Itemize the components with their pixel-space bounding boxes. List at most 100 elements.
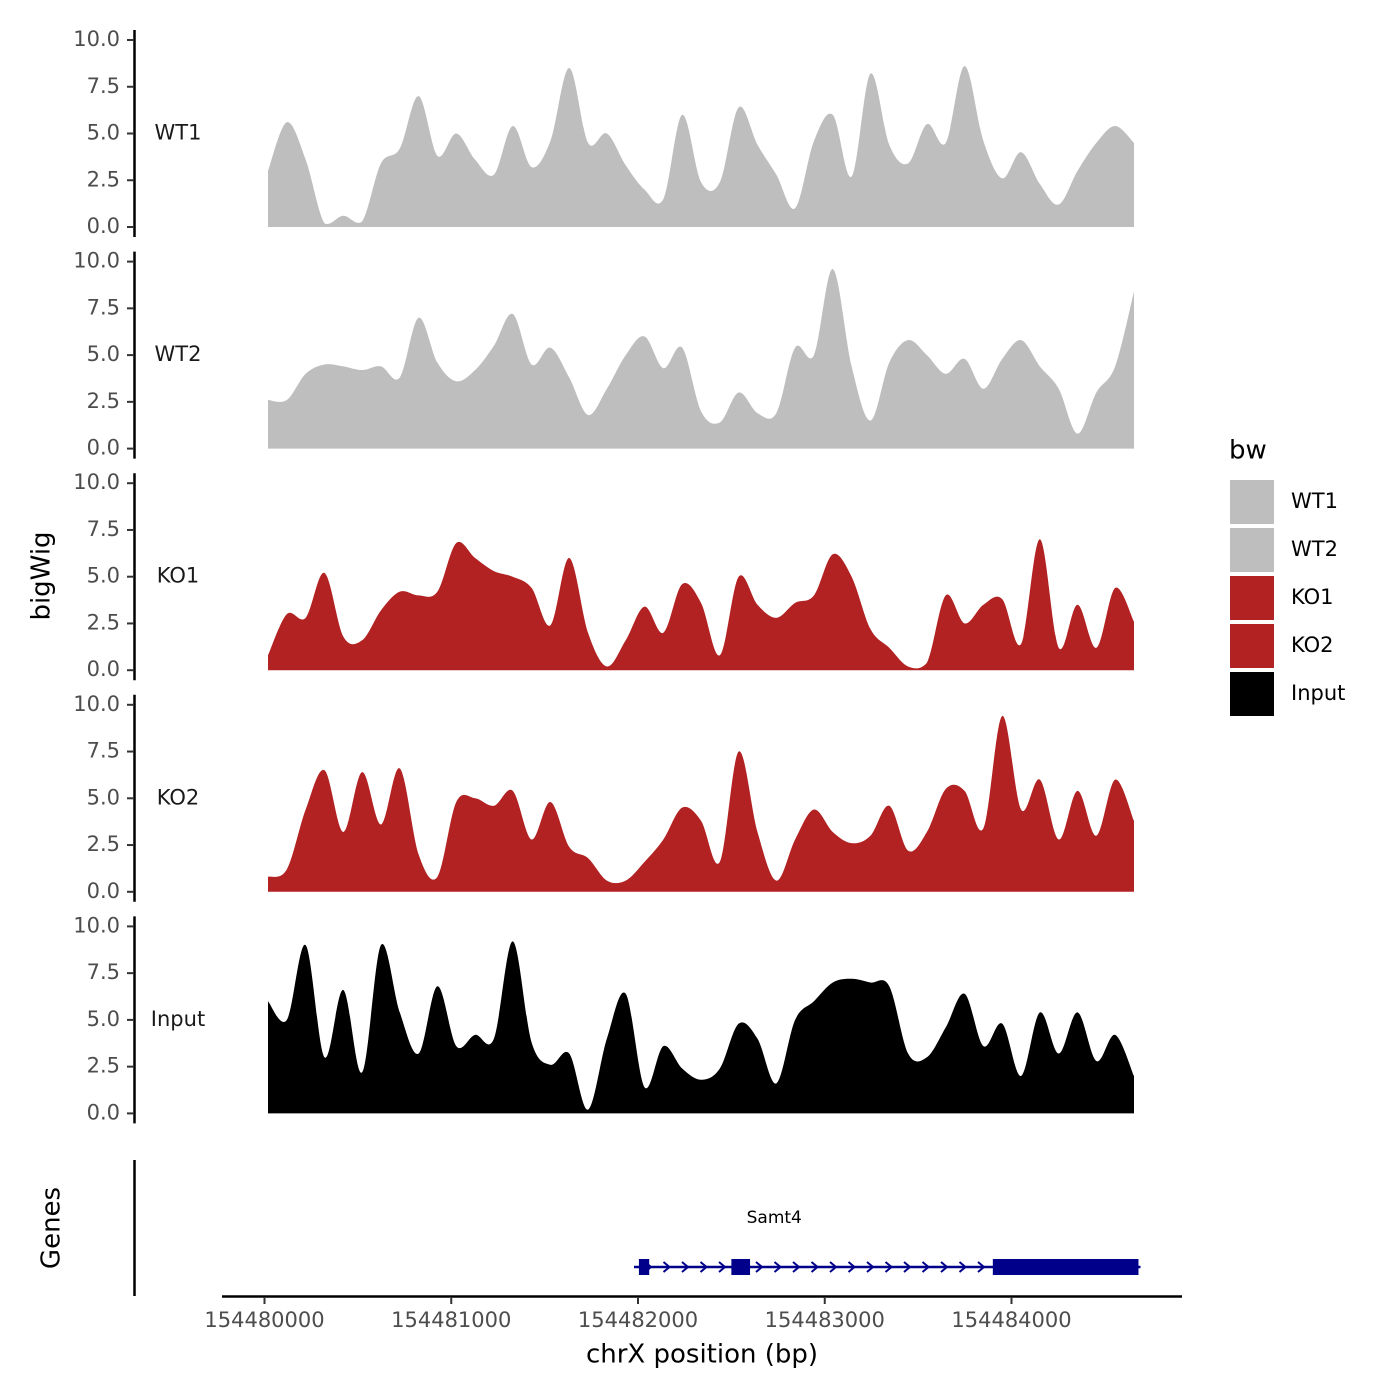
data-point: [305, 945, 306, 946]
legend-swatch-input: [1230, 672, 1274, 716]
data-point: [1002, 716, 1003, 717]
data-point: [362, 640, 363, 641]
data-point: [475, 1034, 476, 1035]
tracks-layer: 0.02.55.07.510.0WT10.02.55.07.510.0WT20.…: [73, 27, 1134, 1124]
data-point: [531, 1042, 532, 1043]
data-point: [268, 655, 269, 656]
data-point: [701, 182, 702, 183]
data-point: [1134, 1076, 1135, 1077]
y-tick-label: 2.5: [87, 167, 120, 191]
data-point: [644, 189, 645, 190]
coverage-area-ko1: [268, 539, 1134, 671]
data-point: [870, 73, 871, 74]
x-tick-label: 154482000: [578, 1308, 698, 1332]
data-point: [851, 843, 852, 844]
data-point: [1096, 835, 1097, 836]
data-point: [456, 1046, 457, 1047]
data-point: [531, 364, 532, 365]
data-point: [719, 861, 720, 862]
data-point: [1039, 539, 1040, 540]
y-tick-label: 0.0: [87, 657, 120, 681]
data-point: [813, 809, 814, 810]
data-point: [1096, 647, 1097, 648]
data-point: [1002, 1023, 1003, 1024]
data-point: [945, 595, 946, 596]
data-point: [1021, 644, 1022, 645]
data-point: [399, 768, 400, 769]
data-point: [964, 358, 965, 359]
data-point: [456, 802, 457, 803]
y-tick-label: 10.0: [73, 470, 120, 494]
coverage-area-wt2: [268, 269, 1134, 449]
data-point: [512, 126, 513, 127]
data-point: [1134, 142, 1135, 143]
data-point: [493, 571, 494, 572]
data-point: [926, 1057, 927, 1058]
data-point: [418, 1053, 419, 1054]
x-tick-label: 154480000: [204, 1308, 324, 1332]
data-point: [663, 1046, 664, 1047]
data-point: [268, 1001, 269, 1002]
data-point: [926, 124, 927, 125]
y-tick-label: 10.0: [73, 27, 120, 51]
data-point: [550, 625, 551, 626]
y-tick-label: 10.0: [73, 913, 120, 937]
data-point: [1096, 392, 1097, 393]
data-point: [268, 876, 269, 877]
track-label: WT2: [155, 342, 202, 366]
data-point: [324, 572, 325, 573]
data-point: [362, 772, 363, 773]
data-point: [286, 614, 287, 615]
data-point: [418, 317, 419, 318]
data-point: [625, 993, 626, 994]
data-point: [813, 595, 814, 596]
data-point: [908, 163, 909, 164]
x-tick-label: 154483000: [765, 1308, 885, 1332]
data-point: [286, 399, 287, 400]
data-point: [531, 167, 532, 168]
y-tick-label: 0.0: [87, 214, 120, 238]
y-tick-label: 5.0: [87, 1007, 120, 1031]
track-label: WT1: [155, 121, 202, 145]
y-tick-label: 2.5: [87, 832, 120, 856]
data-point: [399, 1012, 400, 1013]
data-point: [795, 347, 796, 348]
data-point: [945, 142, 946, 143]
y-tick-label: 10.0: [73, 692, 120, 716]
data-point: [776, 413, 777, 414]
coverage-area-ko2: [268, 715, 1134, 892]
data-point: [889, 986, 890, 987]
data-point: [475, 798, 476, 799]
data-point: [738, 1023, 739, 1024]
data-point: [663, 368, 664, 369]
data-point: [550, 1064, 551, 1065]
data-point: [795, 602, 796, 603]
data-point: [437, 876, 438, 877]
data-point: [1115, 1034, 1116, 1035]
data-point: [456, 133, 457, 134]
data-point: [908, 666, 909, 667]
data-point: [512, 941, 513, 942]
data-point: [1021, 152, 1022, 153]
data-point: [1058, 647, 1059, 648]
data-point: [380, 610, 381, 611]
data-point: [908, 1053, 909, 1054]
data-point: [588, 858, 589, 859]
y-tick-label: 2.5: [87, 1054, 120, 1078]
data-point: [305, 809, 306, 810]
track-label: KO2: [157, 785, 200, 809]
data-point: [588, 142, 589, 143]
data-point: [870, 629, 871, 630]
data-point: [964, 623, 965, 624]
data-point: [1115, 779, 1116, 780]
track-wt2: 0.0 2.5 5.0 7.5 10.0 WT2: [73, 249, 1134, 460]
data-point: [964, 790, 965, 791]
data-point: [1096, 142, 1097, 143]
data-point: [550, 140, 551, 141]
strand-arrow-icon: [699, 1261, 709, 1273]
data-point: [832, 831, 833, 832]
legend-label-wt2: WT2: [1291, 537, 1338, 561]
data-point: [795, 1019, 796, 1020]
data-point: [908, 850, 909, 851]
data-point: [851, 176, 852, 177]
